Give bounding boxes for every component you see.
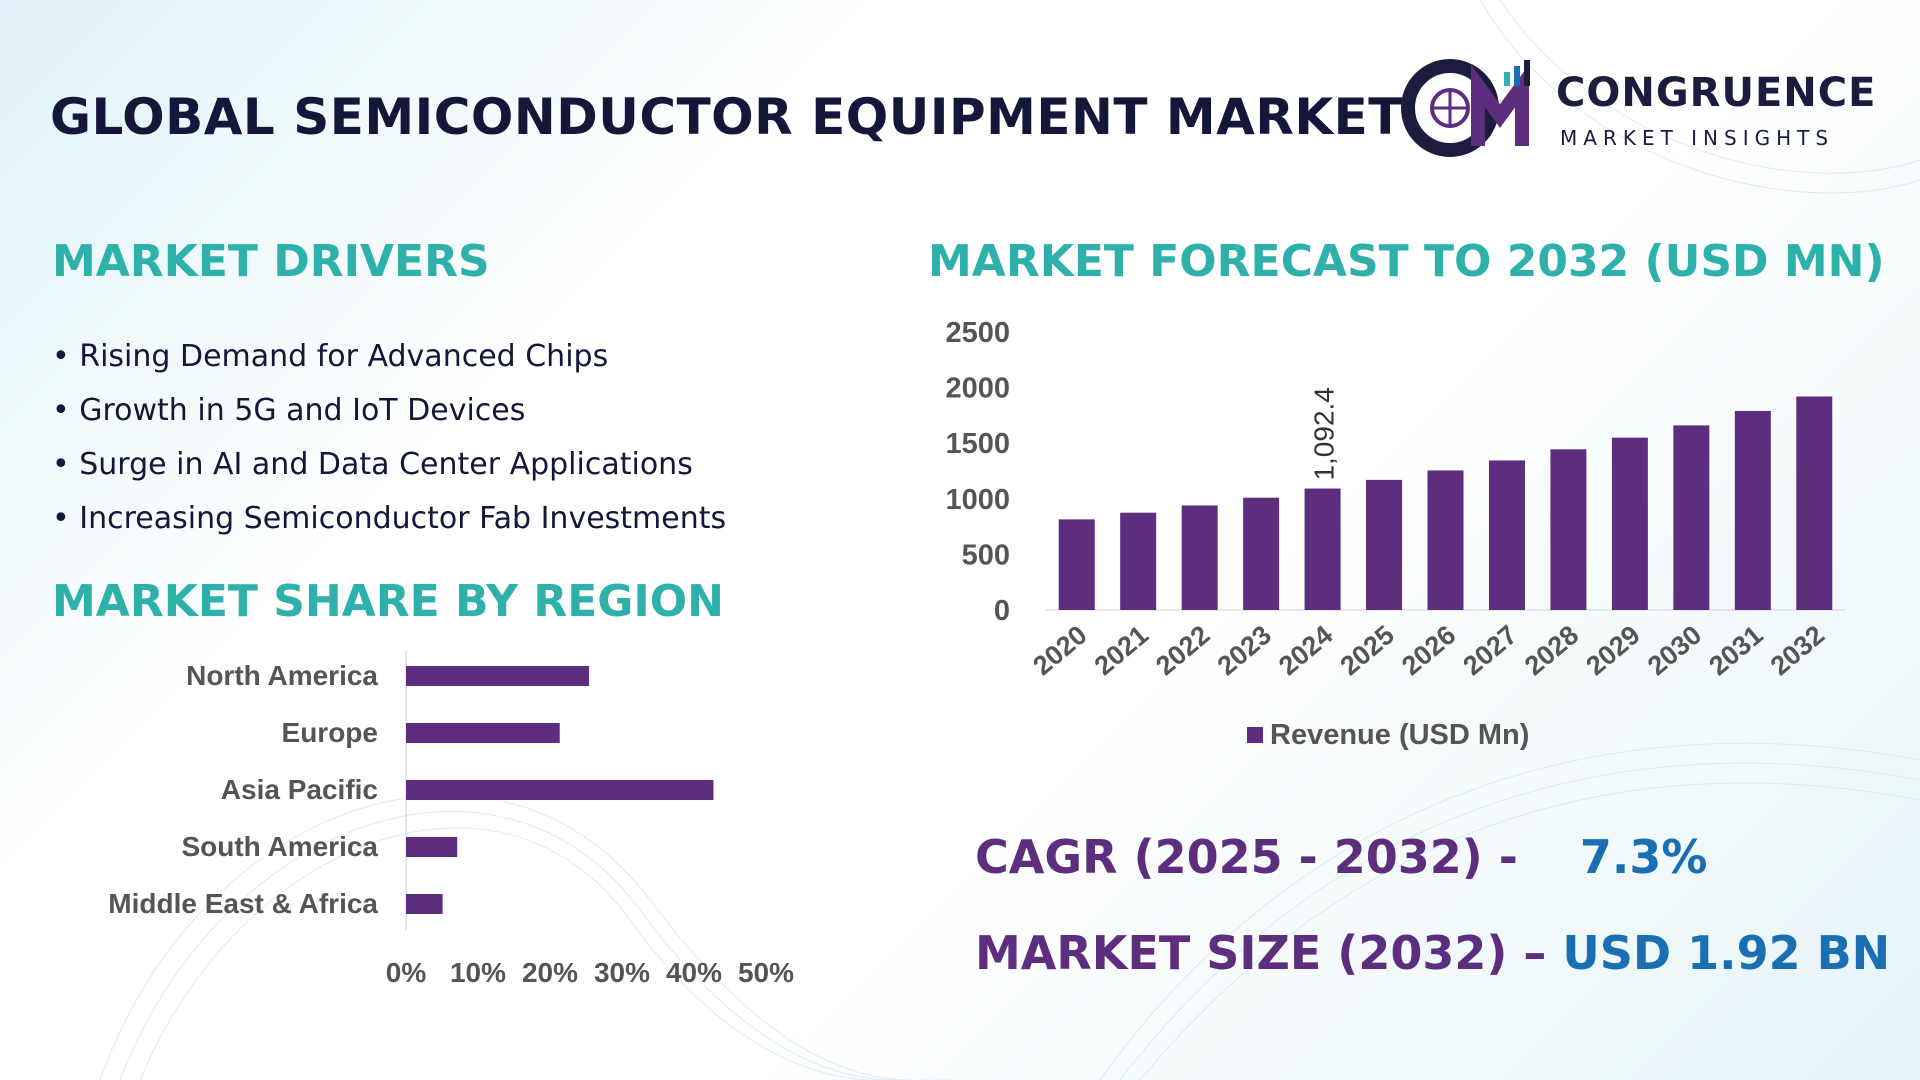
drivers-list: • Rising Demand for Advanced Chips • Gro… bbox=[52, 330, 726, 546]
region-x-tick-label: 40% bbox=[666, 957, 722, 988]
forecast-chart: 0 500 1000 1500 2000 2500 20202021202220232024… bbox=[945, 317, 1845, 751]
forecast-x-tick-label: 2030 bbox=[1642, 620, 1707, 682]
forecast-bar bbox=[1243, 497, 1280, 610]
cagr-label: CAGR (2025 - 2032) - bbox=[975, 830, 1518, 884]
market-size-label: MARKET SIZE (2032) – bbox=[975, 926, 1547, 980]
forecast-x-tick-label: 2020 bbox=[1027, 620, 1092, 682]
forecast-x-tick-label: 2023 bbox=[1212, 620, 1277, 682]
region-category-label: Asia Pacific bbox=[221, 774, 378, 805]
logo-name: CONGRUENCE bbox=[1556, 70, 1877, 116]
driver-text: Rising Demand for Advanced Chips bbox=[79, 339, 609, 374]
region-x-tick-label: 50% bbox=[738, 957, 794, 988]
forecast-bar bbox=[1427, 470, 1464, 610]
forecast-heading: MARKET FORECAST TO 2032 (USD MN) bbox=[928, 236, 1885, 287]
forecast-x-tick-label: 2027 bbox=[1458, 620, 1523, 682]
forecast-y-tick-label: 1500 bbox=[945, 428, 1010, 460]
drivers-heading: MARKET DRIVERS bbox=[52, 236, 490, 287]
forecast-bar bbox=[1611, 437, 1648, 610]
forecast-x-tick-label: 2028 bbox=[1519, 620, 1584, 682]
page-title: GLOBAL SEMICONDUCTOR EQUIPMENT MARKET bbox=[50, 88, 1403, 146]
region-category-label: Europe bbox=[282, 717, 378, 748]
market-size-value: USD 1.92 BN bbox=[1562, 926, 1891, 980]
region-x-tick-label: 20% bbox=[522, 957, 578, 988]
driver-item: • Surge in AI and Data Center Applicatio… bbox=[52, 447, 693, 482]
forecast-bar bbox=[1304, 488, 1341, 610]
forecast-bar bbox=[1120, 512, 1157, 610]
region-x-tick-label: 0% bbox=[386, 957, 427, 988]
forecast-bar bbox=[1366, 479, 1403, 610]
driver-text: Growth in 5G and IoT Devices bbox=[79, 393, 526, 428]
forecast-bar bbox=[1673, 425, 1710, 610]
company-logo: CONGRUENCE MARKET INSIGHTS bbox=[1400, 56, 1875, 160]
region-bar bbox=[406, 666, 589, 686]
driver-item: • Increasing Semiconductor Fab Investmen… bbox=[52, 501, 727, 536]
region-bar bbox=[406, 723, 560, 743]
forecast-bar bbox=[1734, 410, 1771, 610]
driver-item: • Growth in 5G and IoT Devices bbox=[52, 393, 526, 428]
forecast-x-tick-label: 2021 bbox=[1089, 620, 1154, 682]
forecast-y-tick-label: 500 bbox=[962, 539, 1010, 571]
forecast-x-tick-label: 2025 bbox=[1335, 620, 1400, 682]
driver-item: • Rising Demand for Advanced Chips bbox=[52, 339, 609, 374]
legend-swatch bbox=[1247, 727, 1263, 743]
forecast-bar bbox=[1550, 449, 1587, 610]
market-size-row: MARKET SIZE (2032) – USD 1.92 BN bbox=[975, 926, 1890, 980]
region-category-label: Middle East & Africa bbox=[108, 888, 378, 919]
cagr-value: 7.3% bbox=[1579, 830, 1708, 884]
forecast-y-tick-label: 2000 bbox=[945, 373, 1010, 405]
logo-mark-icon bbox=[1401, 59, 1530, 157]
forecast-bar bbox=[1058, 519, 1095, 610]
driver-text: Increasing Semiconductor Fab Investments bbox=[79, 501, 727, 536]
legend-label: Revenue (USD Mn) bbox=[1270, 719, 1529, 751]
driver-text: Surge in AI and Data Center Applications bbox=[79, 447, 693, 482]
region-bar bbox=[406, 780, 714, 800]
region-share-chart: North America Europe Asia Pacific South Ame… bbox=[108, 650, 794, 988]
forecast-x-tick-label: 2022 bbox=[1150, 620, 1215, 682]
forecast-x-tick-label: 2024 bbox=[1273, 620, 1338, 682]
forecast-bar bbox=[1488, 460, 1525, 610]
region-bar bbox=[406, 894, 443, 914]
forecast-y-tick-label: 0 bbox=[994, 595, 1010, 627]
cagr-row: CAGR (2025 - 2032) - 7.3% bbox=[975, 830, 1708, 884]
region-category-label: North America bbox=[186, 660, 378, 691]
region-category-label: South America bbox=[181, 831, 378, 862]
forecast-bar bbox=[1796, 396, 1833, 610]
forecast-y-tick-label: 1000 bbox=[945, 484, 1010, 516]
forecast-x-tick-label: 2029 bbox=[1580, 620, 1645, 682]
forecast-x-tick-label: 2031 bbox=[1703, 620, 1768, 682]
forecast-y-tick-label: 2500 bbox=[945, 317, 1010, 349]
region-bar bbox=[406, 837, 458, 857]
region-x-tick-label: 30% bbox=[594, 957, 650, 988]
forecast-x-tick-label: 2032 bbox=[1765, 620, 1830, 682]
region-x-tick-label: 10% bbox=[450, 957, 506, 988]
region-heading: MARKET SHARE BY REGION bbox=[52, 576, 724, 627]
logo-tagline: MARKET INSIGHTS bbox=[1560, 126, 1835, 150]
forecast-data-label: 1,092.4 bbox=[1309, 387, 1340, 480]
forecast-bar bbox=[1181, 505, 1218, 610]
forecast-x-tick-label: 2026 bbox=[1396, 620, 1461, 682]
